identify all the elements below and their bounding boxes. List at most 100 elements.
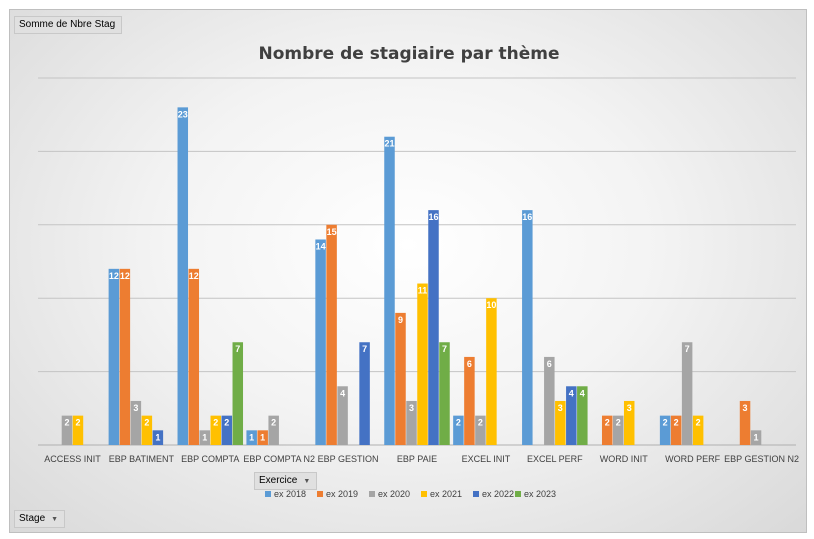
data-label: 2 <box>271 418 276 428</box>
data-label: 4 <box>340 388 345 398</box>
data-label: 7 <box>685 344 690 354</box>
bar[interactable] <box>141 415 153 445</box>
bar[interactable] <box>439 342 450 445</box>
data-label: 16 <box>522 212 532 222</box>
chart-area: Somme de Nbre Stag Exercice ▼ Stage ▼ Nomb… <box>9 9 807 533</box>
bar[interactable] <box>359 342 370 445</box>
category-label: EBP PAIE <box>397 454 437 464</box>
bar[interactable] <box>750 430 762 445</box>
data-label: 2 <box>663 418 668 428</box>
bar[interactable] <box>577 386 588 445</box>
bar[interactable] <box>221 415 233 445</box>
data-label: 16 <box>428 212 438 222</box>
bar[interactable] <box>119 268 131 445</box>
category-labels: ACCESS INIT EBP BATIMENT EBP COMPTA EBP COM… <box>44 454 799 464</box>
bar[interactable] <box>486 298 497 445</box>
values-field-button[interactable]: Somme de Nbre Stag <box>14 16 123 34</box>
data-label: 2 <box>674 418 679 428</box>
data-label: 2 <box>605 418 610 428</box>
bar[interactable] <box>739 400 751 445</box>
bar[interactable] <box>522 210 533 445</box>
data-label: 3 <box>627 403 632 413</box>
category-label: EXCEL INIT <box>462 454 511 464</box>
bar[interactable] <box>417 283 428 445</box>
category-label: EBP GESTION N2 <box>724 454 799 464</box>
legend-swatch <box>369 491 375 497</box>
bar[interactable] <box>544 356 555 445</box>
gridlines <box>38 77 796 446</box>
series-field-button[interactable]: Exercice ▼ <box>254 472 318 490</box>
data-label: 3 <box>558 403 563 413</box>
bar[interactable] <box>232 342 244 445</box>
series-field-label: Exercice <box>259 475 298 486</box>
bar[interactable] <box>152 430 164 445</box>
category-label: WORD INIT <box>600 454 648 464</box>
data-label: 7 <box>362 344 367 354</box>
bar[interactable] <box>108 268 120 445</box>
data-label: 12 <box>120 271 130 281</box>
bar[interactable] <box>692 415 704 445</box>
bar[interactable] <box>268 415 279 445</box>
bar[interactable] <box>61 415 73 445</box>
legend-swatch <box>473 491 479 497</box>
category-label: WORD PERF <box>665 454 721 464</box>
data-label: 21 <box>384 139 394 149</box>
bar[interactable] <box>246 430 257 445</box>
bar[interactable] <box>199 430 211 445</box>
bar[interactable] <box>623 400 635 445</box>
data-label: 4 <box>580 388 585 398</box>
data-label: 1 <box>249 432 254 442</box>
bar[interactable] <box>177 107 189 446</box>
legend-label: ex 2022 <box>482 489 514 499</box>
data-label: 6 <box>467 359 472 369</box>
data-label: 2 <box>144 418 149 428</box>
bar[interactable] <box>453 415 464 445</box>
bar-chart: Nombre de stagiaire par thème 2 212 123212… <box>38 44 799 499</box>
data-label: 2 <box>616 418 621 428</box>
axis-field-label: Stage <box>19 513 46 524</box>
bar[interactable] <box>130 400 142 445</box>
chart-title: Nombre de stagiaire par thème <box>258 44 559 64</box>
category-label: ACCESS INIT <box>44 454 101 464</box>
data-label: 6 <box>547 359 552 369</box>
category-label: EBP BATIMENT <box>109 454 175 464</box>
bar[interactable] <box>315 239 326 445</box>
bar[interactable] <box>395 312 406 445</box>
category-label: EBP COMPTA <box>181 454 239 464</box>
data-label: 1 <box>155 432 160 442</box>
bar[interactable] <box>210 415 222 445</box>
bar[interactable] <box>428 210 439 445</box>
bar[interactable] <box>337 386 348 445</box>
bar[interactable] <box>257 430 268 445</box>
data-label: 14 <box>316 241 326 251</box>
bar[interactable] <box>72 415 84 445</box>
data-label: 1 <box>754 432 759 442</box>
bar[interactable] <box>681 342 693 445</box>
bar[interactable] <box>188 268 200 445</box>
bar[interactable] <box>612 415 624 445</box>
bar[interactable] <box>555 400 566 445</box>
bar[interactable] <box>475 415 486 445</box>
legend-swatch <box>317 491 323 497</box>
data-label: 11 <box>418 286 428 296</box>
bar[interactable] <box>670 415 682 445</box>
axis-field-button[interactable]: Stage ▼ <box>14 510 66 528</box>
legend-label: ex 2023 <box>524 489 556 499</box>
data-label: 9 <box>398 315 403 325</box>
category-label: EXCEL PERF <box>527 454 583 464</box>
dropdown-arrow-icon: ▼ <box>51 516 59 523</box>
legend-label: ex 2018 <box>274 489 306 499</box>
bar[interactable] <box>659 415 671 445</box>
bar[interactable] <box>326 224 337 445</box>
bar[interactable] <box>406 400 417 445</box>
bar[interactable] <box>464 356 475 445</box>
legend-label: ex 2019 <box>326 489 358 499</box>
data-label: 2 <box>224 418 229 428</box>
category-label: EBP GESTION <box>318 454 379 464</box>
data-label: 2 <box>456 418 461 428</box>
bar[interactable] <box>566 386 577 445</box>
data-label: 3 <box>743 403 748 413</box>
bar[interactable] <box>384 136 395 445</box>
bar[interactable] <box>601 415 613 445</box>
